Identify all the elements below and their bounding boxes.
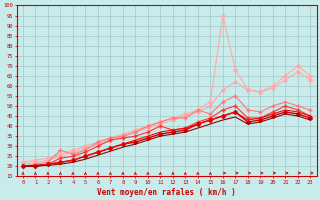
X-axis label: Vent moyen/en rafales ( km/h ): Vent moyen/en rafales ( km/h ) <box>97 188 236 197</box>
